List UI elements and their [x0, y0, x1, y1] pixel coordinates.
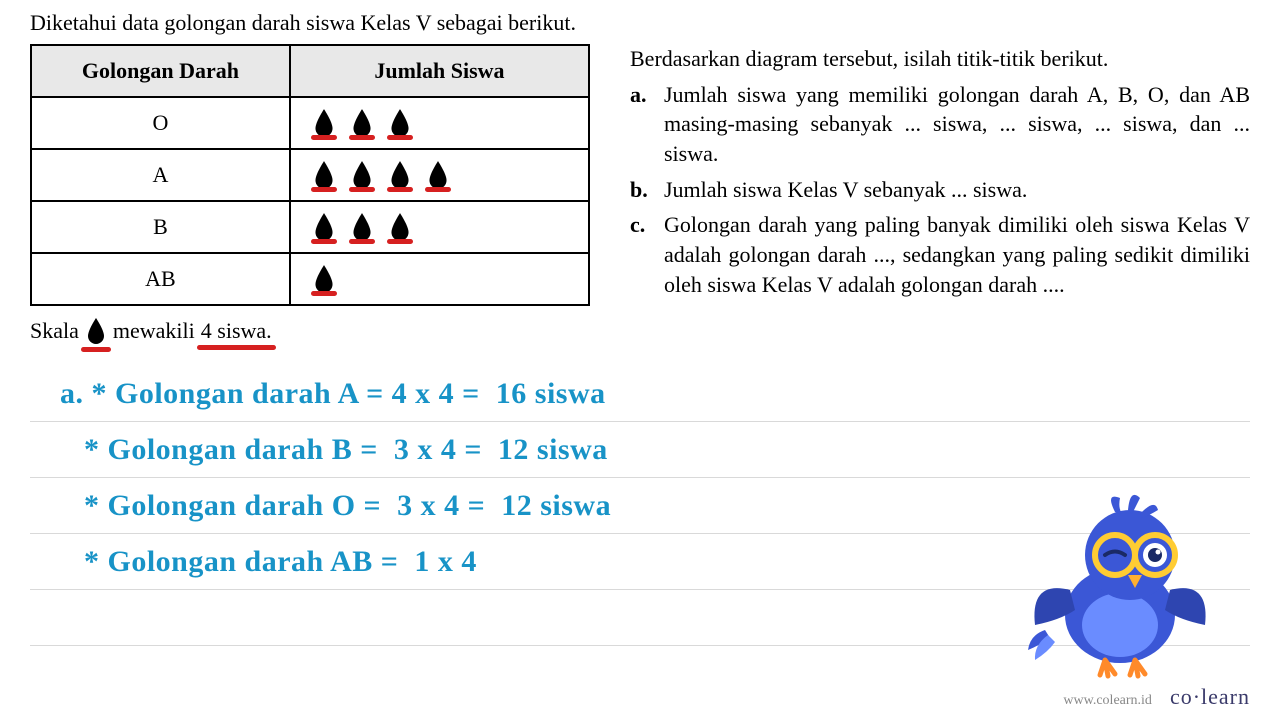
question-text: Jumlah siswa Kelas V sebanyak ... siswa.	[664, 175, 1250, 205]
cell-count	[290, 97, 589, 149]
table-header-col1: Golongan Darah	[31, 45, 290, 97]
questions-intro: Berdasarkan diagram tersebut, isilah tit…	[630, 44, 1250, 74]
table-row: AB	[31, 253, 589, 305]
cell-count	[290, 149, 589, 201]
blood-drop-icon	[311, 211, 337, 244]
answer-line: a. * Golongan darah A = 4 x 4 = 16 siswa	[30, 366, 1250, 422]
scale-value: 4 siswa.	[201, 318, 272, 344]
handwritten-text: * Golongan darah B = 3 x 4 = 12 siswa	[30, 433, 608, 467]
cell-blood-type: B	[31, 201, 290, 253]
table-header-col2: Jumlah Siswa	[290, 45, 589, 97]
blood-type-table: Golongan Darah Jumlah Siswa OABAB	[30, 44, 590, 306]
table-row: A	[31, 149, 589, 201]
cell-blood-type: A	[31, 149, 290, 201]
questions-column: Berdasarkan diagram tersebut, isilah tit…	[630, 44, 1250, 346]
question-item: c.Golongan darah yang paling banyak dimi…	[630, 210, 1250, 299]
question-letter: a.	[630, 80, 664, 169]
left-column: Golongan Darah Jumlah Siswa OABAB Skala …	[30, 44, 600, 346]
blood-drop-icon	[311, 263, 337, 296]
intro-text: Diketahui data golongan darah siswa Kela…	[30, 10, 1250, 36]
question-item: a.Jumlah siswa yang memiliki golongan da…	[630, 80, 1250, 169]
blood-drop-icon	[387, 211, 413, 244]
blood-drop-icon	[387, 159, 413, 192]
handwritten-text: * Golongan darah O = 3 x 4 = 12 siswa	[30, 489, 611, 523]
brand-logo: co·learn	[1170, 684, 1250, 710]
cell-count	[290, 201, 589, 253]
blood-drop-icon	[311, 159, 337, 192]
blood-drop-icon	[387, 107, 413, 140]
handwritten-text: a. * Golongan darah A = 4 x 4 = 16 siswa	[30, 377, 606, 411]
scale-prefix: Skala	[30, 318, 79, 344]
question-letter: b.	[630, 175, 664, 205]
cell-count	[290, 253, 589, 305]
question-text: Jumlah siswa yang memiliki golongan dara…	[664, 80, 1250, 169]
blood-drop-icon	[311, 107, 337, 140]
answer-line: * Golongan darah B = 3 x 4 = 12 siswa	[30, 422, 1250, 478]
handwritten-text: * Golongan darah AB = 1 x 4	[30, 545, 477, 579]
mascot-bird-icon	[1020, 480, 1220, 680]
brand-footer: www.colearn.id co·learn	[1063, 684, 1250, 710]
scale-drop-icon	[85, 316, 107, 346]
question-item: b.Jumlah siswa Kelas V sebanyak ... sisw…	[630, 175, 1250, 205]
cell-blood-type: AB	[31, 253, 290, 305]
scale-mid: mewakili	[113, 318, 195, 344]
scale-note: Skala mewakili 4 siswa.	[30, 316, 600, 346]
blood-drop-icon	[349, 159, 375, 192]
blood-drop-icon	[425, 159, 451, 192]
question-text: Golongan darah yang paling banyak dimili…	[664, 210, 1250, 299]
cell-blood-type: O	[31, 97, 290, 149]
table-row: O	[31, 97, 589, 149]
brand-url: www.colearn.id	[1063, 693, 1152, 709]
table-row: B	[31, 201, 589, 253]
question-letter: c.	[630, 210, 664, 299]
blood-drop-icon	[349, 211, 375, 244]
blood-drop-icon	[349, 107, 375, 140]
